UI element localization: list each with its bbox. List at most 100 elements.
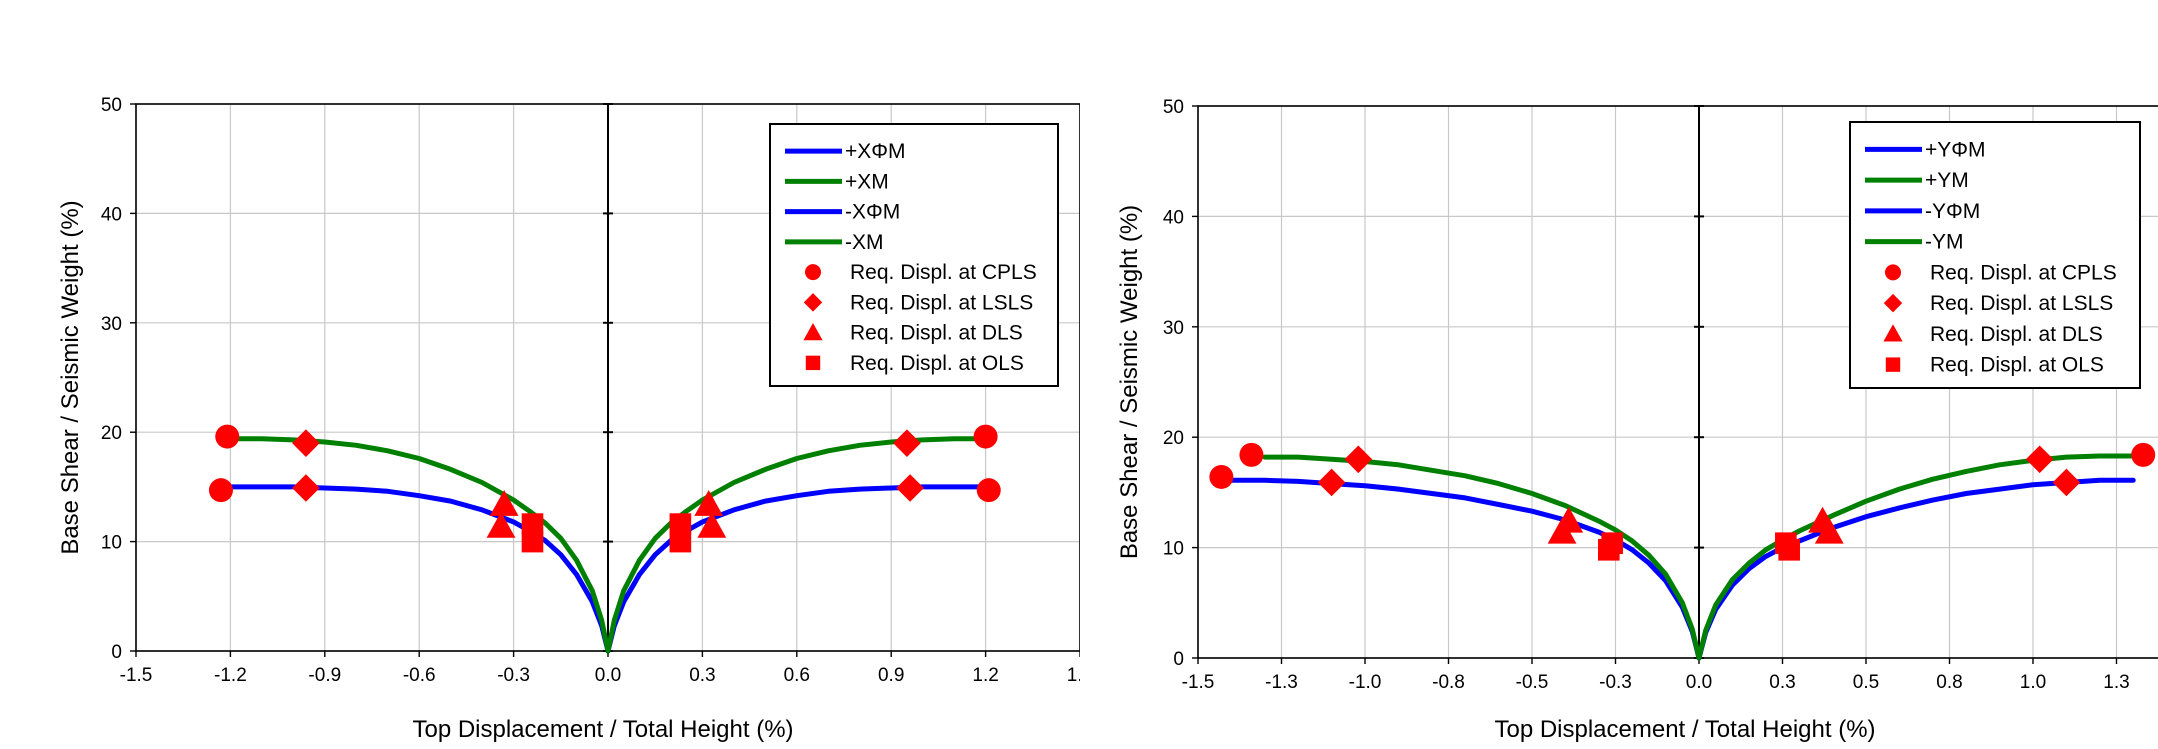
legend-label: Req. Displ. at OLS <box>850 352 1024 375</box>
marker-square <box>1598 539 1620 561</box>
x-axis-title: Top Displacement / Total Height (%) <box>412 716 793 743</box>
legend-label: Req. Displ. at DLS <box>850 322 1023 345</box>
legend-label: +XM <box>845 170 889 193</box>
y-axis-title: Base Shear / Seismic Weight (%) <box>1116 205 1143 559</box>
marker-triangle <box>1814 517 1844 544</box>
marker-diamond <box>896 474 924 502</box>
marker-circle <box>973 424 998 449</box>
legend-swatch-diamond <box>1883 293 1903 313</box>
marker-diamond <box>292 474 320 502</box>
marker-square <box>669 530 692 553</box>
y-axis-title: Base Shear / Seismic Weight (%) <box>57 200 84 554</box>
marker-diamond <box>2025 445 2054 474</box>
marker-circle <box>1209 464 1234 489</box>
x-tick-label: 1.5 <box>1067 665 1080 686</box>
marker-square <box>1778 539 1800 561</box>
x-tick-label: 0.5 <box>1853 672 1879 693</box>
x-tick-label: 0.3 <box>689 665 715 686</box>
marker-triangle <box>694 490 724 516</box>
x-tick-label: -0.5 <box>1516 672 1549 693</box>
legend-label: Req. Displ. at LSLS <box>850 291 1033 314</box>
marker-circle <box>208 478 233 503</box>
y-tick-label: 0 <box>1173 649 1184 670</box>
legend-label: +XΦM <box>845 140 906 163</box>
marker-square <box>669 513 692 535</box>
legend: +XΦM +XM -XΦM -XM Req. Displ. at CPLS Req. Di… <box>769 123 1059 387</box>
y-tick-label: 40 <box>101 204 122 225</box>
marker-circle <box>976 478 1001 503</box>
series-line-yphim <box>1696 477 2136 661</box>
x-tick-label: 0.9 <box>878 665 904 686</box>
x-tick-label: -1.0 <box>1349 672 1382 693</box>
legend-box <box>769 123 1059 387</box>
legend-swatch-triangle <box>1883 324 1903 342</box>
x-tick-label: 0.0 <box>1686 672 1712 693</box>
legend-label: Req. Displ. at LSLS <box>1930 292 2113 315</box>
legend-swatch-square <box>805 355 821 371</box>
marker-triangle <box>489 490 519 516</box>
x-axis-title: Top Displacement / Total Height (%) <box>1494 716 1875 743</box>
marker-triangle <box>697 511 727 538</box>
legend-swatch-circle <box>805 264 821 281</box>
x-tick-label: -0.9 <box>308 665 341 686</box>
marker-diamond <box>1344 445 1373 474</box>
x-tick-label: -0.6 <box>403 665 436 686</box>
x-tick-label: 1.2 <box>972 665 998 686</box>
legend-label: -YΦM <box>1925 200 1980 223</box>
y-tick-label: 30 <box>1163 318 1184 339</box>
marker-triangle <box>1547 517 1577 544</box>
legend-swatch-circle <box>1885 264 1901 281</box>
x-tick-label: -0.8 <box>1432 672 1465 693</box>
markers <box>208 424 1001 553</box>
x-tick-label: -0.3 <box>1599 672 1632 693</box>
x-tick-label: -1.5 <box>1182 672 1215 693</box>
marker-circle <box>1239 442 1264 467</box>
x-tick-label: 0.8 <box>1936 672 1962 693</box>
marker-diamond <box>893 429 921 457</box>
markers <box>1209 442 2156 561</box>
chart-panel-x: -1.5 -1.2 -0.9 -0.6 -0.3 0.0 0.3 0.6 0.9 1.2 1.5 0 1… <box>57 95 1080 743</box>
legend-swatch-square <box>1885 357 1901 372</box>
y-tick-label: 10 <box>101 533 122 554</box>
y-tick-label: 50 <box>101 95 122 116</box>
legend-label: -XΦM <box>845 201 900 224</box>
y-tick-label: 20 <box>101 423 122 444</box>
x-tick-label: 0.0 <box>595 665 621 686</box>
x-tick-label: 0.3 <box>1769 672 1795 693</box>
marker-triangle <box>486 511 516 538</box>
marker-square <box>521 530 544 553</box>
chart-y-direction: -1.5 -1.3 -1.0 -0.8 -0.5 -0.3 0.0 0.3 0.5 0.8 1.0 1… <box>1116 97 2158 743</box>
marker-square <box>521 513 544 535</box>
legend-label: -XM <box>845 231 884 254</box>
legend-label: +YΦM <box>1925 138 1986 161</box>
x-tick-label: -0.3 <box>497 665 530 686</box>
y-tick-label: 0 <box>111 642 122 663</box>
y-tick-label: 50 <box>1163 97 1184 118</box>
marker-diamond <box>292 429 320 457</box>
x-tick-label: -1.2 <box>214 665 247 686</box>
legend-label: +YM <box>1925 169 1969 192</box>
marker-circle <box>2131 442 2156 467</box>
legend-label: Req. Displ. at CPLS <box>1930 261 2117 284</box>
x-tick-label: 0.6 <box>784 665 810 686</box>
legend-swatch-triangle <box>803 323 823 341</box>
y-tick-label: 10 <box>1163 539 1184 560</box>
legend: +YΦM +YM -YΦM -YM Req. Displ. at CPLS Req. Di… <box>1849 121 2141 389</box>
x-tick-label: 1.3 <box>2103 672 2129 693</box>
legend-label: -YM <box>1925 231 1964 254</box>
legend-label: Req. Displ. at OLS <box>1930 354 2104 377</box>
legend-swatch-diamond <box>803 293 823 312</box>
x-tick-label: -1.5 <box>120 665 153 686</box>
chart-panel-y: -1.5 -1.3 -1.0 -0.8 -0.5 -0.3 0.0 0.3 0.5 0.8 1.0 1… <box>1080 0 2158 749</box>
legend-label: Req. Displ. at CPLS <box>850 261 1037 284</box>
y-tick-label: 20 <box>1163 428 1184 449</box>
y-tick-label: 30 <box>101 314 122 335</box>
x-tick-label: -1.3 <box>1265 672 1298 693</box>
chart-x-direction: -1.5 -1.2 -0.9 -0.6 -0.3 0.0 0.3 0.6 0.9 1.2 1.5 0 1… <box>57 95 1080 743</box>
marker-circle <box>215 424 240 449</box>
x-tick-label: 1.0 <box>2020 672 2046 693</box>
y-tick-label: 40 <box>1163 207 1184 228</box>
legend-box <box>1849 121 2141 389</box>
marker-diamond <box>1317 468 1346 497</box>
legend-label: Req. Displ. at DLS <box>1930 323 2103 346</box>
